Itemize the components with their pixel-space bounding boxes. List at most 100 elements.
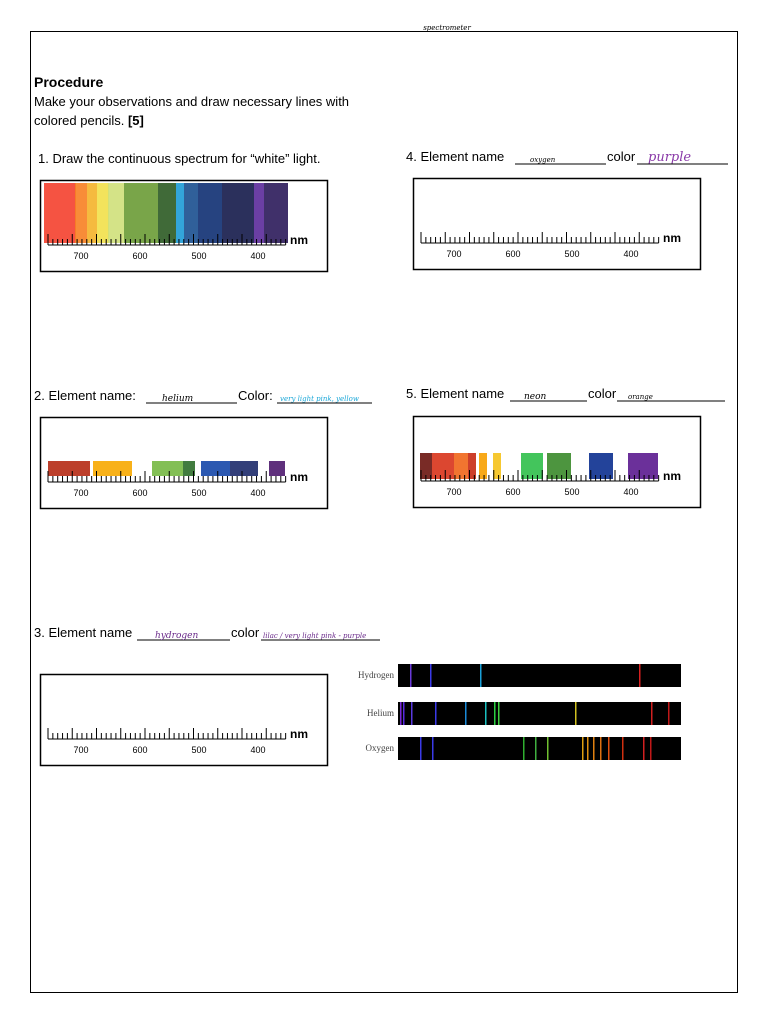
spectral-line xyxy=(651,702,653,725)
ruler-label: 600 xyxy=(132,488,147,498)
pencil-mark xyxy=(493,453,501,479)
color-label: Color: xyxy=(238,388,273,403)
answer: lilac / very light pink - purple xyxy=(263,632,366,640)
spectral-line xyxy=(608,737,610,760)
spectral-line xyxy=(547,737,549,760)
pencil-mark xyxy=(420,453,432,479)
pencil-mark xyxy=(176,183,184,243)
pencil-mark xyxy=(198,183,222,243)
title: Procedure xyxy=(34,74,103,90)
pencil-mark xyxy=(75,183,87,243)
spectral-line xyxy=(410,664,412,687)
spectral-line xyxy=(411,702,413,725)
section-label: 4. Element name xyxy=(406,149,504,164)
pencil-mark xyxy=(589,453,613,479)
reference-label: Helium xyxy=(367,708,394,718)
pencil-mark xyxy=(97,183,109,243)
spectral-line xyxy=(650,737,652,760)
pencil-mark xyxy=(547,453,571,479)
spectral-line xyxy=(494,702,496,725)
spectral-line xyxy=(430,664,432,687)
spectral-line xyxy=(593,737,595,760)
ruler-label: 500 xyxy=(564,487,579,497)
answer: oxygen xyxy=(530,156,556,164)
section-label: 3. Element name xyxy=(34,625,132,640)
pencil-mark xyxy=(87,183,97,243)
section-label: 5. Element name xyxy=(406,386,504,401)
ruler-label: 400 xyxy=(623,487,638,497)
ruler-label: 700 xyxy=(73,251,88,261)
drawing-box xyxy=(39,179,329,273)
color-label: color xyxy=(607,149,636,164)
spectral-line xyxy=(400,702,402,725)
spectral-line xyxy=(485,702,487,725)
answer: helium xyxy=(162,394,193,404)
ruler-label: 500 xyxy=(564,249,579,259)
ruler-label: 400 xyxy=(250,488,265,498)
spectral-line xyxy=(535,737,537,760)
pencil-mark xyxy=(468,453,476,479)
header: spectrometer xyxy=(423,24,471,32)
ruler-label: 600 xyxy=(132,745,147,755)
pencil-mark xyxy=(254,183,264,243)
spectral-line xyxy=(420,737,422,760)
pencil-mark xyxy=(269,461,285,476)
pencil-mark xyxy=(454,453,468,479)
answer: hydrogen xyxy=(155,631,198,641)
answer: purple xyxy=(648,150,691,165)
pencil-mark xyxy=(108,183,124,243)
ruler-label: 600 xyxy=(505,487,520,497)
page-border xyxy=(30,31,738,993)
drawing-box xyxy=(412,415,702,509)
spectral-line xyxy=(523,737,525,760)
ruler-unit: nm xyxy=(663,231,681,245)
drawing-box xyxy=(412,177,702,271)
spectral-line xyxy=(432,737,434,760)
spectral-line xyxy=(600,737,602,760)
spectral-line xyxy=(403,702,405,725)
ruler-unit: nm xyxy=(290,233,308,247)
ruler-unit: nm xyxy=(290,470,308,484)
spectral-line xyxy=(587,737,589,760)
instructions-text: colored pencils. xyxy=(34,113,124,128)
pencil-mark xyxy=(183,461,195,476)
pencil-mark xyxy=(479,453,487,479)
ruler-label: 500 xyxy=(191,488,206,498)
pencil-mark xyxy=(152,461,183,476)
spectral-line xyxy=(465,702,467,725)
pencil-mark xyxy=(521,453,543,479)
drawing-box xyxy=(39,673,329,767)
spectral-line xyxy=(498,702,500,725)
spectral-line xyxy=(575,702,577,725)
pencil-mark xyxy=(222,183,254,243)
spectral-line xyxy=(480,664,482,687)
pencil-mark xyxy=(432,453,454,479)
spectral-line xyxy=(622,737,624,760)
pencil-mark xyxy=(124,183,158,243)
ruler-label: 500 xyxy=(191,745,206,755)
ruler-label: 600 xyxy=(505,249,520,259)
ruler-unit: nm xyxy=(290,727,308,741)
pencil-mark xyxy=(201,461,230,476)
spectral-line xyxy=(582,737,584,760)
ruler-label: 400 xyxy=(623,249,638,259)
pencil-mark xyxy=(628,453,658,479)
reference-spectrum xyxy=(398,702,681,725)
reference-spectrum xyxy=(398,737,681,760)
ruler-label: 600 xyxy=(132,251,147,261)
drawing-box xyxy=(39,416,329,510)
spectral-line xyxy=(668,702,670,725)
pencil-mark xyxy=(158,183,176,243)
ruler-label: 700 xyxy=(446,487,461,497)
pencil-mark xyxy=(264,183,288,243)
reference-label: Oxygen xyxy=(366,743,395,753)
color-label: color xyxy=(588,386,617,401)
pencil-mark xyxy=(230,461,258,476)
reference-label: Hydrogen xyxy=(358,670,394,680)
ruler-label: 700 xyxy=(446,249,461,259)
ruler-label: 700 xyxy=(73,488,88,498)
instructions: colored pencils. [5] xyxy=(34,113,144,128)
pencil-mark xyxy=(48,461,90,476)
pencil-mark xyxy=(184,183,198,243)
